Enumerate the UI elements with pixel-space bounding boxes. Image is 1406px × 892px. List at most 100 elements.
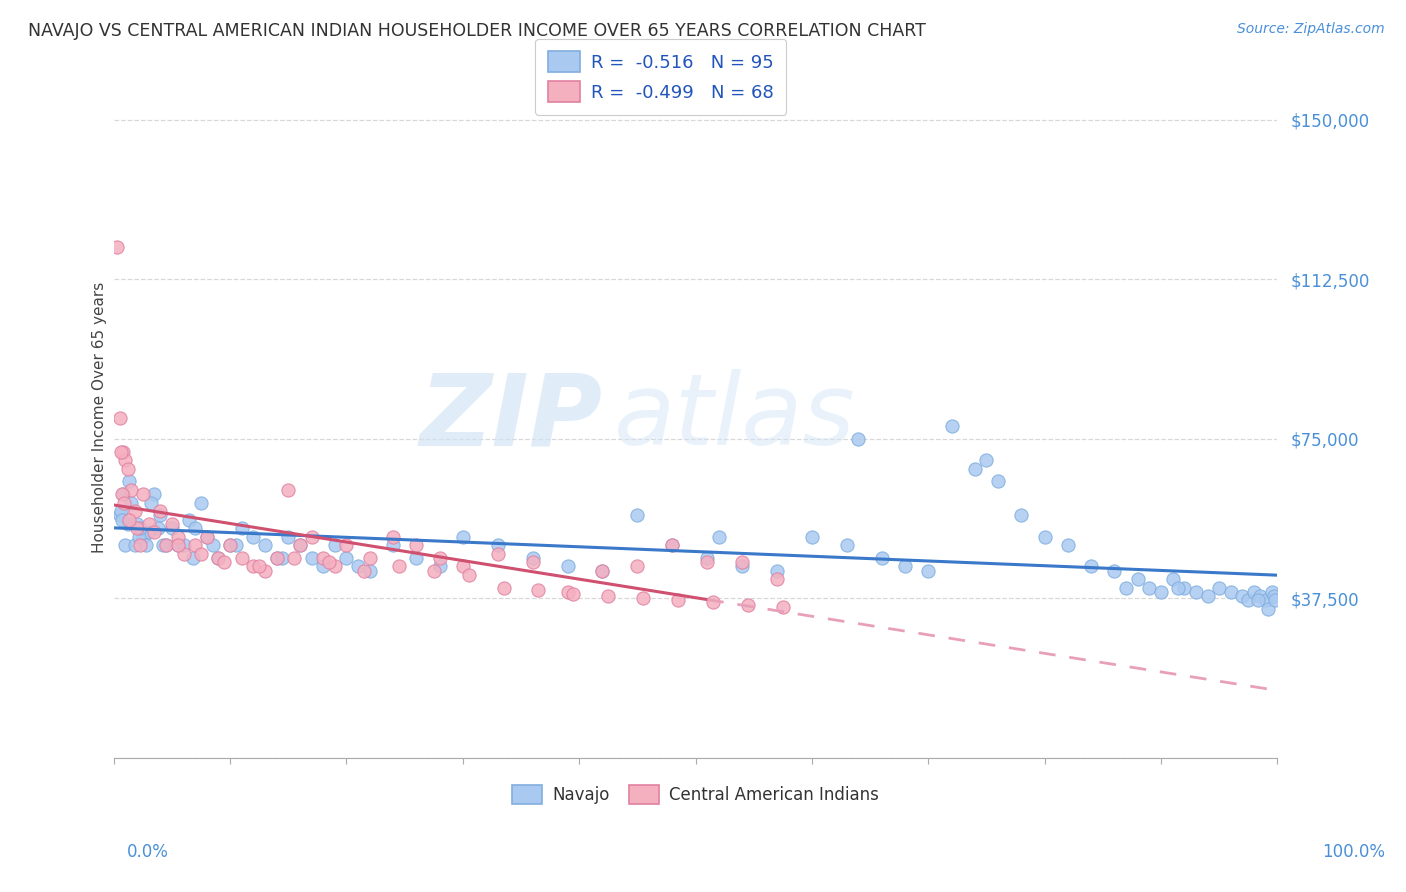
- Point: [731, 555, 754, 569]
- Point: [166, 538, 188, 552]
- Point: [1167, 581, 1189, 595]
- Point: [219, 538, 242, 552]
- Point: [848, 432, 870, 446]
- Point: [110, 504, 132, 518]
- Point: [160, 516, 183, 531]
- Point: [1249, 589, 1271, 603]
- Point: [105, 240, 128, 254]
- Point: [1010, 508, 1032, 523]
- Point: [353, 564, 375, 578]
- Point: [112, 495, 135, 509]
- Point: [143, 487, 166, 501]
- Point: [132, 487, 155, 501]
- Point: [129, 538, 152, 552]
- Point: [661, 538, 683, 552]
- Point: [1208, 581, 1230, 595]
- Point: [179, 512, 201, 526]
- Point: [451, 559, 474, 574]
- Point: [562, 587, 585, 601]
- Point: [125, 521, 148, 535]
- Y-axis label: Householder Income Over 65 years: Householder Income Over 65 years: [93, 282, 107, 553]
- Text: ZIP: ZIP: [419, 369, 602, 466]
- Point: [181, 550, 204, 565]
- Point: [312, 550, 335, 565]
- Point: [422, 564, 444, 578]
- Point: [283, 550, 305, 565]
- Point: [242, 530, 264, 544]
- Point: [1264, 593, 1286, 607]
- Point: [190, 495, 212, 509]
- Point: [987, 475, 1010, 489]
- Point: [707, 530, 730, 544]
- Point: [225, 538, 247, 552]
- Point: [359, 564, 381, 578]
- Point: [1185, 585, 1208, 599]
- Point: [166, 530, 188, 544]
- Point: [1150, 585, 1173, 599]
- Point: [111, 487, 134, 501]
- Point: [1232, 589, 1254, 603]
- Point: [598, 589, 620, 603]
- Point: [149, 504, 172, 518]
- Point: [486, 547, 509, 561]
- Point: [1263, 589, 1285, 603]
- Point: [457, 567, 479, 582]
- Point: [139, 495, 162, 509]
- Point: [1246, 593, 1268, 607]
- Point: [626, 559, 648, 574]
- Point: [591, 564, 613, 578]
- Point: [800, 530, 823, 544]
- Point: [870, 550, 893, 565]
- Point: [253, 538, 276, 552]
- Point: [631, 591, 654, 606]
- Point: [124, 538, 146, 552]
- Point: [347, 559, 370, 574]
- Text: Source: ZipAtlas.com: Source: ZipAtlas.com: [1237, 22, 1385, 37]
- Point: [557, 559, 579, 574]
- Point: [766, 572, 789, 586]
- Point: [143, 525, 166, 540]
- Point: [117, 516, 139, 531]
- Point: [702, 595, 724, 609]
- Point: [666, 593, 689, 607]
- Point: [1243, 585, 1265, 599]
- Point: [917, 564, 939, 578]
- Point: [277, 483, 299, 497]
- Point: [1033, 530, 1056, 544]
- Point: [112, 444, 135, 458]
- Point: [242, 559, 264, 574]
- Point: [155, 538, 177, 552]
- Point: [195, 530, 218, 544]
- Point: [138, 516, 160, 531]
- Point: [253, 564, 276, 578]
- Point: [451, 530, 474, 544]
- Point: [118, 475, 141, 489]
- Point: [1137, 581, 1160, 595]
- Point: [132, 530, 155, 544]
- Point: [557, 585, 579, 599]
- Point: [110, 444, 132, 458]
- Point: [288, 538, 311, 552]
- Point: [129, 521, 152, 535]
- Point: [382, 538, 405, 552]
- Point: [1254, 593, 1277, 607]
- Point: [173, 538, 195, 552]
- Point: [941, 419, 963, 434]
- Point: [108, 508, 131, 523]
- Point: [1237, 593, 1260, 607]
- Point: [173, 547, 195, 561]
- Text: 100.0%: 100.0%: [1322, 843, 1385, 861]
- Point: [696, 555, 718, 569]
- Point: [359, 550, 381, 565]
- Point: [219, 538, 242, 552]
- Point: [976, 453, 998, 467]
- Point: [766, 564, 789, 578]
- Point: [124, 504, 146, 518]
- Point: [335, 550, 357, 565]
- Point: [1115, 581, 1137, 595]
- Point: [301, 550, 323, 565]
- Point: [323, 538, 346, 552]
- Point: [138, 525, 160, 540]
- Point: [195, 530, 218, 544]
- Point: [522, 555, 544, 569]
